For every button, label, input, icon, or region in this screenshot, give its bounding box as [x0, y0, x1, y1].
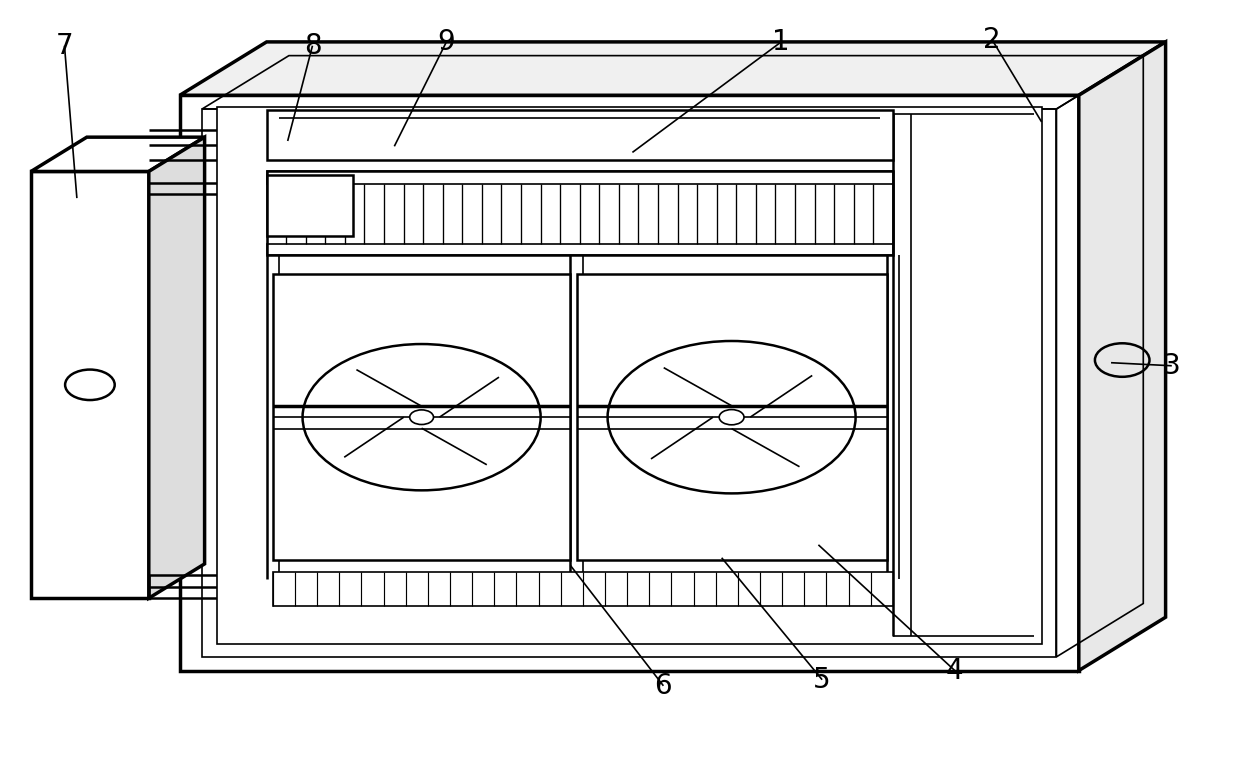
- Circle shape: [719, 410, 744, 425]
- Text: 2: 2: [983, 26, 1001, 53]
- Bar: [217, 107, 1042, 644]
- Bar: [202, 109, 1056, 657]
- Text: 4: 4: [946, 657, 963, 684]
- Bar: [577, 274, 887, 560]
- Bar: [273, 572, 893, 606]
- Text: 9: 9: [438, 28, 455, 56]
- Bar: [267, 110, 893, 160]
- Bar: [31, 171, 149, 598]
- Polygon shape: [31, 137, 205, 171]
- Bar: [267, 244, 893, 255]
- Text: 5: 5: [813, 666, 831, 693]
- Text: 6: 6: [655, 672, 672, 700]
- Bar: [180, 95, 1079, 671]
- Polygon shape: [149, 137, 205, 598]
- Bar: [267, 175, 353, 236]
- Text: 8: 8: [304, 32, 321, 59]
- Circle shape: [409, 410, 434, 424]
- Bar: [267, 171, 893, 184]
- Polygon shape: [180, 42, 1166, 95]
- Text: 3: 3: [1163, 352, 1180, 379]
- Bar: [273, 274, 570, 560]
- Text: 1: 1: [773, 28, 790, 56]
- Polygon shape: [1079, 42, 1166, 671]
- Text: 7: 7: [56, 32, 73, 59]
- Bar: [267, 171, 893, 255]
